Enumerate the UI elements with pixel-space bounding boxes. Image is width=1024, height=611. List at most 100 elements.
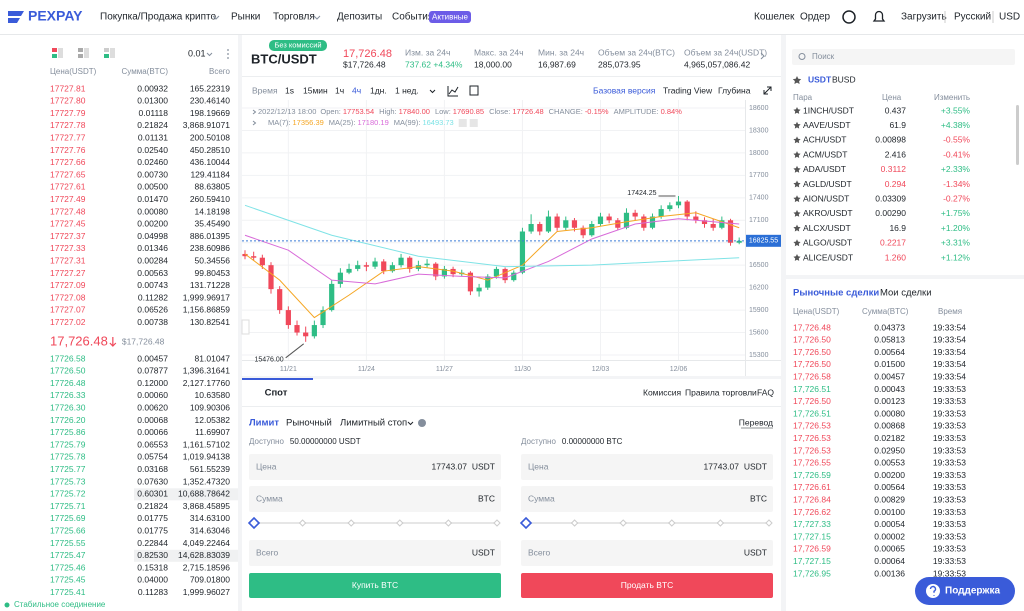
input-field[interactable] (521, 454, 773, 480)
pair-name[interactable]: AGLD/USDT (803, 179, 852, 189)
trades-tab[interactable]: Мои сделки (880, 288, 932, 299)
header-link[interactable]: Кошелек (754, 12, 795, 23)
layout-icon[interactable] (52, 54, 57, 58)
slider-node[interactable] (716, 519, 725, 527)
pair-name[interactable]: AAVE/USDT (803, 120, 851, 130)
pair-name[interactable]: ACH/USDT (803, 135, 846, 145)
submit-button[interactable] (521, 573, 773, 598)
nav-link[interactable]: Торговля (273, 12, 315, 23)
favorite-star[interactable] (793, 209, 801, 217)
layout-icon[interactable] (84, 48, 89, 58)
next-arrow[interactable] (760, 52, 765, 60)
order-type[interactable]: Рыночный (286, 418, 332, 429)
pair-name[interactable]: ALCX/USDT (803, 223, 851, 233)
slider-node[interactable] (519, 516, 533, 530)
favorite-star[interactable] (793, 136, 801, 144)
pair-name[interactable]: AION/USDT (803, 193, 849, 203)
interval-button[interactable]: 1 нед. (395, 85, 419, 95)
slider-node[interactable] (396, 519, 404, 527)
favorite-star[interactable] (793, 254, 801, 261)
spot-tab[interactable]: Спот (265, 388, 288, 399)
pair-name[interactable]: AKRO/USDT (803, 208, 853, 218)
fullscreen-icon[interactable] (763, 86, 772, 95)
layout-icon[interactable] (52, 48, 57, 52)
interval-button[interactable]: 1дн. (370, 85, 387, 95)
ma-toggle[interactable] (458, 119, 467, 127)
view-button[interactable]: Базовая версия (593, 85, 656, 95)
favorite-star[interactable] (793, 239, 801, 247)
precision-select[interactable]: 0.01 (188, 48, 206, 58)
interval-button[interactable]: 1s (285, 85, 294, 95)
spot-link[interactable]: Комиссия (643, 387, 682, 397)
transfer-link[interactable]: Перевод (739, 417, 773, 427)
slider-node[interactable] (619, 519, 627, 527)
slider-node[interactable] (247, 516, 261, 530)
pair-name[interactable]: ALICE/USDT (803, 252, 853, 262)
trades-tab[interactable]: Рыночные сделки (793, 288, 879, 299)
slider-node[interactable] (493, 519, 501, 527)
candle-body (606, 216, 612, 221)
favorite-star[interactable] (793, 107, 801, 114)
input-field[interactable] (249, 540, 501, 566)
header-link[interactable]: USD (999, 12, 1020, 23)
slider-node[interactable] (570, 519, 579, 527)
pair-name[interactable]: 1INCH/USDT (803, 105, 854, 115)
favorite-star[interactable] (793, 121, 801, 129)
layout-icon[interactable] (58, 48, 63, 58)
nav-link[interactable]: Депозиты (337, 12, 382, 23)
collapse-button[interactable] (241, 319, 250, 335)
pair-name[interactable]: ALGO/USDT (803, 238, 852, 248)
interval-button[interactable]: 4ч (352, 85, 361, 95)
input-field[interactable] (249, 454, 501, 480)
slider-node[interactable] (298, 519, 307, 527)
bell-icon[interactable] (872, 10, 886, 22)
account-icon[interactable] (842, 10, 856, 24)
order-type[interactable]: Лимит (249, 418, 279, 429)
support-text[interactable]: Поддержка (945, 586, 1000, 597)
interval-button[interactable]: 15мин (303, 85, 328, 95)
interval-button[interactable]: 1ч (335, 85, 344, 95)
spot-link[interactable]: Правила торговли (685, 387, 757, 397)
slider-node[interactable] (347, 519, 355, 527)
input-field[interactable] (521, 486, 773, 512)
spot-link[interactable]: FAQ (757, 387, 774, 397)
view-button[interactable]: Глубина (718, 85, 751, 95)
slider-node[interactable] (668, 519, 676, 527)
layout-icon[interactable] (78, 54, 83, 58)
support-button[interactable] (915, 577, 1015, 605)
nav-link[interactable]: Рынки (231, 12, 260, 23)
quote-tab[interactable]: BUSD (832, 74, 856, 84)
slider-node[interactable] (765, 519, 773, 527)
header-link[interactable]: Русский (954, 12, 991, 23)
pair-name[interactable]: ACM/USDT (803, 149, 847, 159)
layout-icon[interactable] (104, 54, 109, 58)
submit-button[interactable] (249, 573, 501, 598)
favorite-star[interactable] (793, 165, 801, 173)
favorite-star[interactable] (793, 224, 801, 232)
slider-node[interactable] (444, 519, 453, 527)
book-cell: 3,868.91071 (183, 120, 231, 130)
trade-amount: 0.00868 (874, 421, 905, 431)
layout-icon[interactable] (78, 48, 83, 52)
quote-tab[interactable]: USDT (808, 74, 832, 84)
favorite-star[interactable] (793, 151, 801, 158)
order-type[interactable]: Лимитный стоп (340, 418, 407, 429)
favorite-star[interactable] (793, 180, 801, 188)
search-field[interactable] (792, 49, 1015, 65)
settings-icon[interactable] (469, 85, 479, 96)
input-field[interactable] (521, 540, 773, 566)
nav-link[interactable]: Покупка/Продажа крипто (100, 12, 217, 23)
layout-icon[interactable] (104, 48, 109, 52)
pair-change: +2.33% (941, 164, 971, 174)
favorite-star[interactable] (793, 195, 801, 203)
indicator-icon[interactable] (447, 86, 459, 97)
header-link[interactable]: Ордер (800, 12, 831, 23)
layout-icon[interactable] (110, 48, 115, 58)
header-link[interactable]: Загрузить (901, 12, 947, 23)
pair-name[interactable]: ADA/USDT (803, 164, 846, 174)
ma-toggle[interactable] (469, 119, 478, 127)
view-button[interactable]: Trading View (663, 85, 713, 95)
input-field[interactable] (249, 486, 501, 512)
book-price: 17726.33 (50, 390, 86, 400)
nav-link[interactable]: События (392, 11, 433, 23)
